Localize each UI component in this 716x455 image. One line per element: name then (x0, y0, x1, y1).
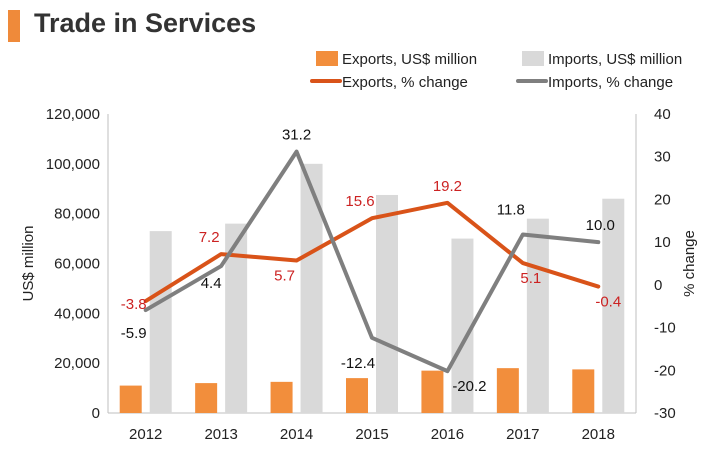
x-tick-label: 2012 (129, 426, 162, 443)
x-tick-label: 2013 (204, 426, 237, 443)
imports-bar (376, 194, 398, 413)
page-title: Trade in Services (34, 8, 257, 38)
x-tick-label: 2016 (431, 426, 464, 443)
x-tick-label: 2017 (506, 426, 539, 443)
y-right-tick-label: 10 (654, 234, 671, 251)
legend-label-exports-bar: Exports, US$ million (342, 51, 477, 68)
exports-bar (270, 381, 293, 413)
exports-bar (496, 368, 519, 413)
exports-bar (421, 370, 444, 413)
y-right-tick-label: 0 (654, 277, 662, 294)
exports-data-label: 19.2 (433, 178, 462, 195)
imports-bar (602, 198, 625, 413)
legend-label-exports-line: Exports, % change (342, 74, 468, 91)
y-right-tick-label: -10 (654, 320, 676, 337)
y-tick-label: 40,000 (54, 305, 100, 322)
imports-data-label: 10.0 (586, 217, 615, 234)
y-tick-label: 80,000 (54, 206, 100, 223)
x-tick-label: 2018 (582, 426, 615, 443)
y-axis-title: US$ million (20, 226, 37, 302)
imports-data-label: -12.4 (341, 355, 375, 372)
imports-bar (225, 223, 248, 413)
y-tick-label: 0 (92, 405, 100, 422)
imports-bar (526, 218, 549, 413)
imports-data-label: -20.2 (452, 378, 486, 395)
y-tick-label: 100,000 (46, 156, 100, 173)
x-tick-label: 2014 (280, 426, 313, 443)
x-tick-label: 2015 (355, 426, 388, 443)
imports-data-label: -5.9 (121, 325, 147, 342)
legend-label-imports-line: Imports, % change (548, 74, 673, 91)
exports-change-line (143, 200, 601, 304)
y-right-axis-title: % change (681, 230, 698, 297)
imports-data-label: 11.8 (497, 201, 525, 218)
imports-change-line (143, 149, 601, 374)
imports-bar (149, 231, 172, 413)
exports-data-label: 5.1 (520, 270, 541, 287)
exports-bar (195, 383, 218, 413)
exports-data-label: 7.2 (199, 229, 220, 246)
exports-data-label: -3.8 (121, 296, 147, 313)
y-tick-label: 60,000 (54, 256, 100, 273)
y-right-tick-label: 20 (654, 191, 671, 208)
title-accent-bar (8, 10, 20, 42)
exports-data-label: 15.6 (345, 193, 374, 210)
y-tick-label: 120,000 (46, 106, 100, 123)
y-tick-label: 20,000 (54, 355, 100, 372)
imports-data-label: 4.4 (201, 275, 222, 292)
imports-bar (451, 238, 474, 413)
imports-bar (300, 163, 323, 413)
exports-bar (346, 378, 368, 413)
legend-label-imports-bar: Imports, US$ million (548, 51, 682, 68)
legend-swatch-exports-bar (316, 51, 338, 66)
exports-data-label: -0.4 (595, 294, 621, 311)
exports-data-label: 5.7 (274, 268, 295, 285)
y-right-tick-label: 40 (654, 106, 671, 123)
y-right-tick-label: -30 (654, 405, 676, 422)
imports-data-label: 31.2 (282, 127, 311, 144)
exports-bar (119, 385, 142, 413)
legend-swatch-imports-bar (522, 51, 544, 66)
y-right-tick-label: -20 (654, 362, 676, 379)
y-right-tick-label: 30 (654, 149, 671, 166)
exports-bar (572, 369, 595, 413)
